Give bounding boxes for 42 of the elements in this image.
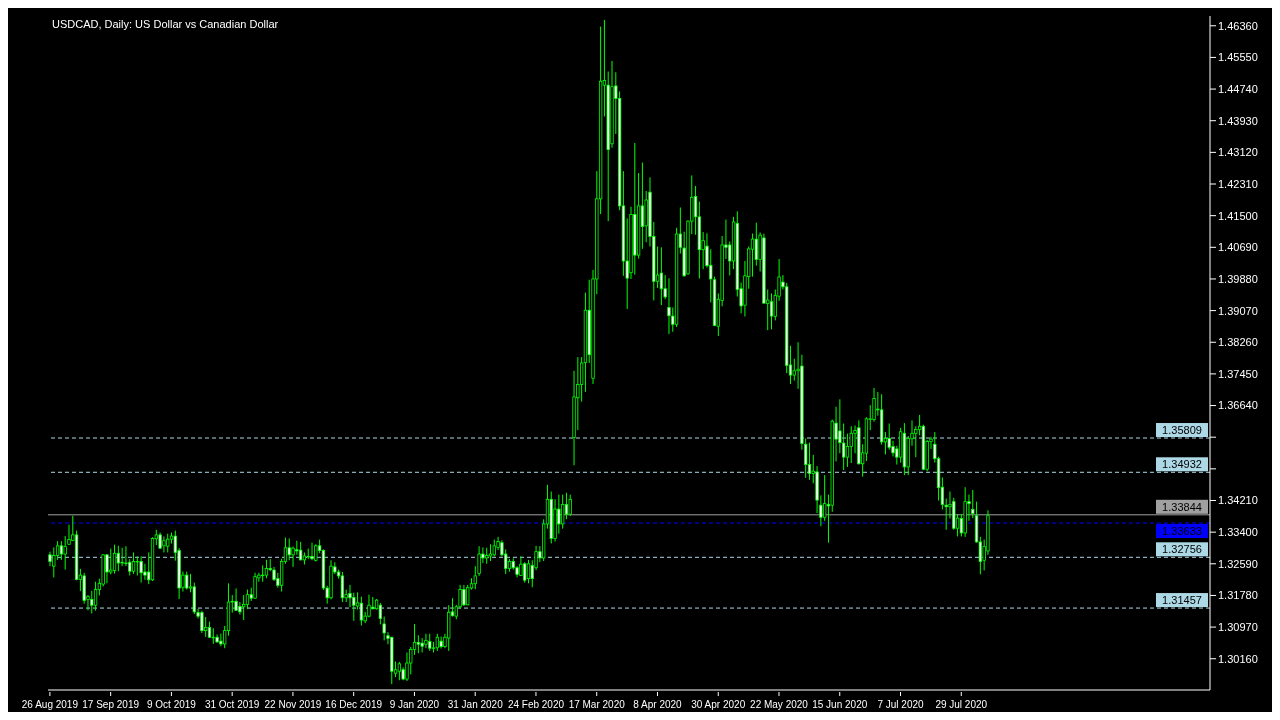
x-tick-label: 9 Oct 2019: [146, 699, 197, 710]
y-tick-label: 1.42310: [1218, 177, 1258, 190]
x-tick-label: 16 Dec 2019: [325, 699, 383, 710]
y-tick-label: 1.30160: [1218, 652, 1258, 665]
y-tick-label: 1.45550: [1218, 51, 1258, 64]
y-tick-label: 1.41500: [1218, 209, 1258, 222]
y-tick-label: 1.32590: [1218, 557, 1258, 570]
y-tick-label: 1.43120: [1218, 146, 1258, 159]
x-tick-label: 7 Jul 2020: [877, 699, 925, 710]
y-tick-label: 1.36640: [1218, 399, 1258, 412]
x-tick-label: 17 Sep 2019: [82, 699, 140, 710]
x-tick-label: 22 Nov 2019: [264, 699, 322, 710]
x-tick-label: 26 Aug 2019: [21, 699, 79, 710]
y-tick-label: 1.44740: [1218, 82, 1258, 95]
x-tick-label: 22 May 2020: [750, 699, 809, 710]
x-tick-label: 24 Feb 2020: [507, 699, 565, 710]
y-tick-label: 1.37450: [1218, 367, 1258, 380]
y-tick-label: 1.43930: [1218, 114, 1258, 127]
ref-line-label: 1.31457: [1162, 594, 1202, 607]
x-tick-label: 30 Apr 2020: [691, 699, 746, 710]
y-tick-label: 1.39880: [1218, 272, 1258, 285]
ref-line-label: 1.32756: [1162, 543, 1202, 556]
ref-line-label: 1.33633: [1162, 525, 1202, 538]
y-tick-label: 1.46360: [1218, 19, 1258, 32]
chart-title: USDCAD, Daily: US Dollar vs Canadian Dollar: [52, 18, 279, 30]
y-tick-label: 1.31780: [1218, 589, 1258, 602]
y-tick-label: 1.39070: [1218, 304, 1258, 317]
y-tick-label: 1.38260: [1218, 336, 1258, 349]
x-tick-label: 29 Jul 2020: [935, 699, 988, 710]
x-tick-label: 31 Jan 2020: [447, 699, 504, 710]
x-tick-label: 31 Oct 2019: [204, 699, 260, 710]
ref-line-label: 1.35809: [1162, 424, 1202, 437]
y-tick-label: 1.33400: [1218, 526, 1258, 539]
y-tick-label: 1.30970: [1218, 621, 1258, 633]
y-tick-label: 1.40690: [1218, 241, 1258, 254]
ref-line-label: 1.33844: [1162, 500, 1202, 513]
x-tick-label: 9 Jan 2020: [389, 699, 440, 710]
y-tick-label: 1.34210: [1218, 494, 1258, 507]
x-tick-label: 8 Apr 2020: [633, 699, 683, 710]
x-tick-label: 17 Mar 2020: [568, 699, 626, 710]
ref-line-label: 1.34932: [1162, 458, 1202, 471]
x-tick-label: 15 Jun 2020: [812, 699, 868, 710]
